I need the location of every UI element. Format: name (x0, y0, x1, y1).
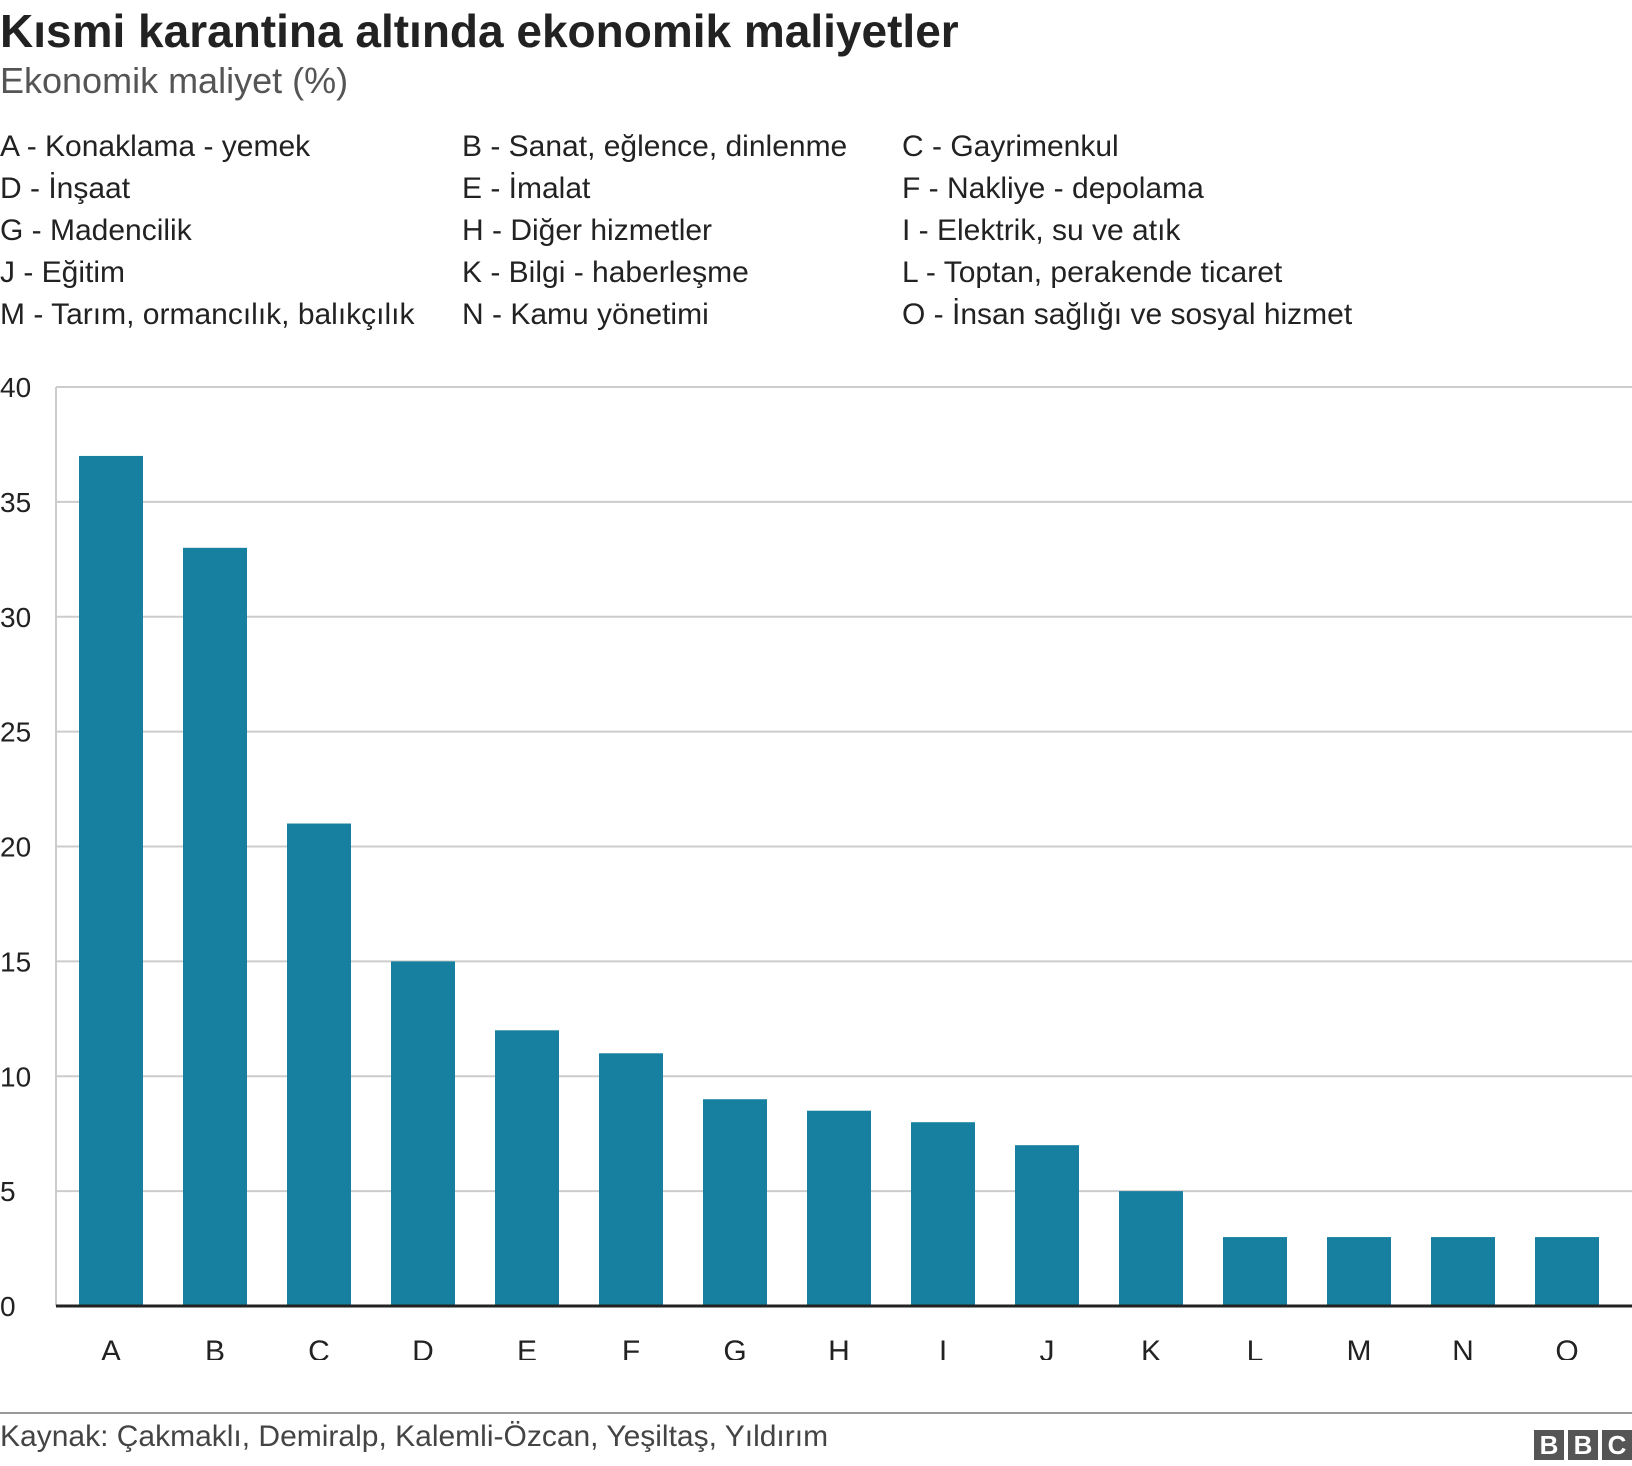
legend-item-f: F - Nakliye - depolama (902, 172, 1204, 205)
bar-j (1015, 1145, 1079, 1306)
bar-e (495, 1030, 559, 1306)
bbc-logo-block: B (1534, 1430, 1564, 1460)
x-tick-label: B (205, 1335, 225, 1360)
bar-h (807, 1110, 871, 1306)
x-tick-label: O (1555, 1335, 1578, 1360)
x-tick-label: M (1347, 1335, 1372, 1360)
legend-item-l: L - Toptan, perakende ticaret (902, 256, 1283, 289)
bar-i (911, 1122, 975, 1306)
x-tick-label: N (1452, 1335, 1474, 1360)
bar-f (599, 1053, 663, 1306)
x-tick-label: E (517, 1335, 537, 1360)
x-tick-label: F (622, 1335, 640, 1360)
legend-item-i: I - Elektrik, su ve atık (902, 214, 1181, 247)
y-tick-label: 10 (0, 1061, 31, 1092)
legend-item-o: O - İnsan sağlığı ve sosyal hizmet (902, 298, 1353, 331)
y-tick-label: 20 (0, 832, 31, 863)
bar-m (1327, 1237, 1391, 1306)
legend-item-m: M - Tarım, ormancılık, balıkçılık (0, 298, 415, 331)
x-tick-label: J (1040, 1335, 1055, 1360)
source-note: Kaynak: Çakmaklı, Demiralp, Kalemli-Özca… (0, 1420, 829, 1453)
x-tick-label: C (308, 1335, 330, 1360)
x-tick-label: H (828, 1335, 850, 1360)
legend-item-h: H - Diğer hizmetler (462, 214, 713, 247)
y-tick-label: 35 (0, 487, 31, 518)
x-tick-label: L (1247, 1335, 1264, 1360)
bar-b (183, 547, 247, 1306)
bar-chart: 0 5 10 15 20 25 30 35 40 A B C D E F G H I J K L M N O (0, 372, 1632, 1360)
bar-l (1223, 1237, 1287, 1306)
bbc-logo-block: B (1568, 1430, 1598, 1460)
bar-n (1431, 1237, 1495, 1306)
legend-item-g: G - Madencilik (0, 214, 192, 247)
bar-a (79, 455, 143, 1306)
bbc-logo-block: C (1602, 1430, 1632, 1460)
y-tick-label: 5 (0, 1176, 16, 1207)
y-tick-label: 0 (0, 1291, 16, 1322)
legend-item-c: C - Gayrimenkul (902, 130, 1119, 163)
bar-c (287, 823, 351, 1306)
x-tick-label: G (723, 1335, 746, 1360)
x-tick-label: A (101, 1335, 121, 1360)
x-tick-label: I (939, 1335, 947, 1360)
x-tick-label: K (1141, 1335, 1161, 1360)
bar-g (703, 1099, 767, 1306)
y-tick-label: 30 (0, 602, 31, 633)
legend-item-a: A - Konaklama - yemek (0, 130, 311, 163)
legend-item-b: B - Sanat, eğlence, dinlenme (462, 130, 848, 163)
bbc-logo: B B C (1534, 1430, 1632, 1460)
y-tick-label: 25 (0, 717, 31, 748)
legend-item-d: D - İnşaat (0, 172, 131, 205)
legend-item-j: J - Eğitim (0, 256, 126, 289)
bar-d (391, 961, 455, 1306)
legend-item-e: E - İmalat (462, 172, 591, 205)
chart-subtitle: Ekonomik maliyet (%) (0, 60, 349, 101)
y-tick-label: 15 (0, 946, 31, 977)
y-tick-label: 40 (0, 372, 31, 403)
legend-item-k: K - Bilgi - haberleşme (462, 256, 749, 289)
x-tick-label: D (412, 1335, 434, 1360)
bar-k (1119, 1191, 1183, 1306)
bar-o (1535, 1237, 1599, 1306)
chart-title: Kısmi karantina altında ekonomik maliyet… (0, 5, 959, 57)
footer-divider (0, 1412, 1632, 1414)
legend-item-n: N - Kamu yönetimi (462, 298, 709, 331)
